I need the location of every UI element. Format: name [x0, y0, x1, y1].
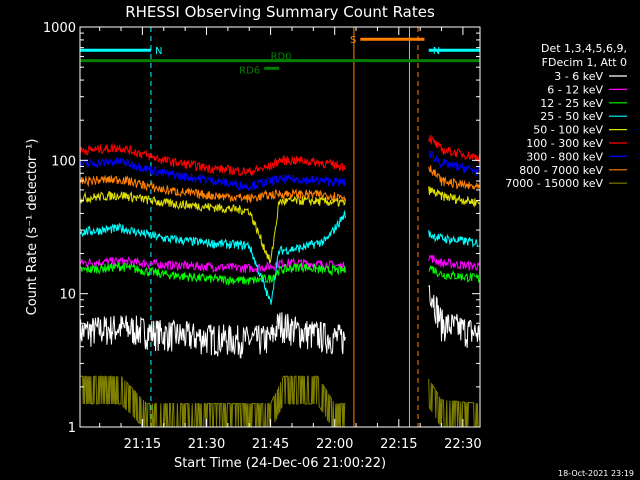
series-0-segment-0 [79, 312, 346, 359]
series-7-segment-1 [428, 165, 480, 191]
annotation-label-4: RD6 [239, 65, 260, 76]
x-tick-label-0: 21:15 [124, 437, 161, 452]
legend-label-8: 7000 - 15000 keV [505, 177, 603, 190]
y-axis-label: Count Rate (s⁻¹ detector⁻¹) [25, 139, 40, 316]
series-6-segment-0 [79, 156, 346, 192]
y-tick-label-1: 10 [59, 288, 76, 303]
chart-title: RHESSI Observing Summary Count Rates [125, 3, 435, 21]
y-tick-label-2: 100 [51, 154, 76, 169]
legend-label-6: 300 - 800 keV [526, 150, 603, 163]
series-8-segment-1 [428, 378, 480, 428]
series-2-segment-1 [428, 265, 480, 284]
series-6 [79, 150, 480, 192]
series-7-segment-0 [79, 174, 346, 204]
y-axis: 1 10 100 1000 [43, 21, 480, 436]
legend: Det 1,3,4,5,6,9, FDecim 1, Att 0 3 - 6 k… [505, 42, 627, 190]
x-tick-label-3: 22:00 [316, 437, 353, 452]
x-tick-label-5: 22:30 [444, 437, 481, 452]
series-3 [79, 209, 480, 305]
x-tick-label-1: 21:30 [188, 437, 225, 452]
legend-label-1: 6 - 12 keV [547, 83, 603, 96]
x-tick-label-2: 21:45 [252, 437, 289, 452]
series-4-segment-0 [79, 191, 346, 264]
series-0 [79, 285, 480, 359]
y-tick-label-3: 1000 [43, 21, 76, 36]
series-5-segment-1 [428, 134, 480, 163]
series-0-segment-1 [428, 285, 480, 348]
series-8 [80, 375, 480, 429]
series-1-segment-0 [79, 256, 346, 274]
series-7 [79, 165, 480, 204]
legend-label-4: 50 - 100 keV [533, 124, 603, 137]
series-2-segment-0 [79, 261, 346, 286]
annotation-label-3: RD0 [271, 52, 292, 63]
plot-area: N N S RD0 RD6 [79, 27, 481, 429]
footer-timestamp: 18-Oct-2021 23:19 [558, 469, 634, 478]
x-axis: 21:15 21:30 21:45 22:00 22:15 22:30 [99, 27, 482, 452]
annotation-label-2: S [350, 35, 356, 46]
x-axis-label: Start Time (24-Dec-06 21:00:22) [174, 456, 386, 471]
legend-label-3: 25 - 50 keV [540, 110, 603, 123]
legend-header-line-1: Det 1,3,4,5,6,9, [541, 42, 627, 55]
series-3-segment-1 [428, 230, 480, 248]
series-1 [79, 254, 480, 274]
annotation-label-0: N [155, 46, 162, 57]
legend-label-0: 3 - 6 keV [554, 70, 603, 83]
series-3-segment-0 [79, 209, 346, 305]
x-tick-label-4: 22:15 [380, 437, 417, 452]
series-8-segment-0 [80, 375, 346, 429]
series-6-segment-1 [428, 150, 480, 176]
legend-header-line-2: FDecim 1, Att 0 [542, 56, 627, 69]
annotation-label-1: N [433, 46, 440, 57]
series-5-segment-0 [79, 142, 346, 177]
series-5 [79, 134, 480, 177]
plot-frame [79, 26, 481, 428]
series-4 [79, 186, 480, 264]
series-2 [79, 261, 480, 286]
legend-label-7: 800 - 7000 keV [519, 164, 603, 177]
series-1-segment-1 [428, 254, 480, 272]
legend-label-2: 12 - 25 keV [540, 97, 603, 110]
series-4-segment-1 [428, 186, 480, 208]
legend-label-5: 100 - 300 keV [526, 137, 603, 150]
y-tick-label-0: 1 [68, 421, 76, 436]
